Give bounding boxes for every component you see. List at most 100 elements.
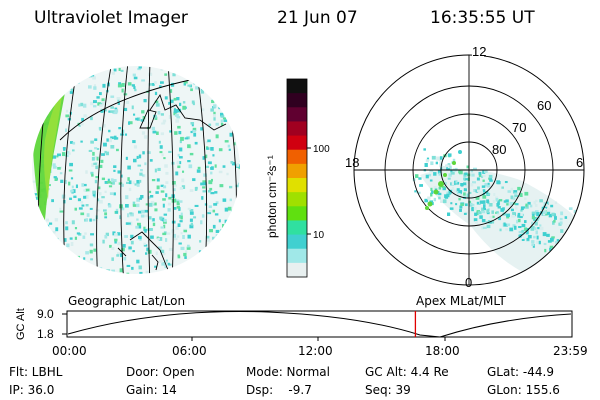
image-pixel [55,91,58,96]
image-pixel [518,226,522,229]
image-pixel [447,163,451,166]
image-pixel [588,227,591,229]
image-pixel [112,231,116,236]
image-pixel [113,111,118,115]
image-pixel [482,174,486,177]
image-pixel [81,204,85,207]
image-pixel [140,169,143,172]
image-pixel [190,130,193,134]
image-pixel [91,156,95,161]
image-pixel [39,102,43,106]
image-pixel [73,195,77,198]
image-pixel [241,113,244,116]
image-pixel [90,270,93,274]
image-pixel [97,186,101,190]
image-pixel [147,249,152,254]
image-pixel [205,140,208,144]
mlt-6-label: 6 [576,155,583,170]
image-pixel [66,243,70,248]
image-pixel [178,200,183,203]
image-pixel [501,186,504,189]
image-pixel [122,244,126,248]
image-pixel [215,122,219,126]
image-pixel [531,240,535,244]
image-pixel [441,186,445,189]
image-pixel [93,269,96,273]
image-pixel [177,153,180,157]
image-pixel [134,88,137,92]
image-pixel [118,127,122,130]
image-pixel [65,114,70,118]
image-pixel [468,191,472,194]
image-pixel [94,156,98,160]
image-pixel [213,203,218,206]
image-pixel [131,84,135,87]
image-pixel [224,107,229,111]
image-pixel [167,208,171,212]
image-pixel [463,177,466,180]
image-pixel [590,220,593,224]
image-pixel [550,237,554,242]
image-pixel [481,219,486,223]
image-pixel [497,200,500,204]
colorbar-segment [287,234,307,250]
image-pixel [74,236,78,240]
image-pixel [440,200,444,203]
image-pixel [125,204,129,208]
colorbar-segment [287,79,307,94]
image-pixel [101,196,105,199]
image-pixel [502,212,507,216]
image-pixel [55,85,58,88]
image-pixel [104,216,108,219]
image-pixel [136,259,140,264]
image-pixel [524,197,527,200]
image-pixel [489,179,493,182]
info-dsp: Dsp: -9.7 [246,383,312,397]
image-pixel [66,151,70,154]
image-pixel [143,226,146,230]
image-pixel [119,215,122,220]
image-pixel [111,269,115,272]
image-pixel [471,207,474,212]
image-pixel [52,274,56,277]
image-pixel [136,180,140,184]
image-pixel [172,181,176,185]
image-pixel [458,197,461,201]
image-pixel [70,242,74,246]
image-pixel [164,73,168,76]
image-pixel [176,116,181,119]
image-pixel [577,242,581,245]
image-pixel [89,207,93,210]
image-pixel [523,237,526,240]
image-pixel [72,189,76,194]
image-pixel [172,271,175,274]
image-pixel [189,209,194,212]
image-pixel [93,86,97,90]
image-pixel [214,96,218,99]
image-pixel [83,189,86,192]
image-pixel [222,86,226,91]
image-pixel [178,214,182,219]
image-pixel [430,187,433,192]
image-pixel [75,184,79,189]
image-pixel [165,193,168,198]
image-pixel [149,121,152,125]
image-pixel [182,101,186,104]
image-pixel [37,226,41,230]
image-pixel [519,214,523,219]
image-pixel [138,154,142,159]
image-pixel [130,234,134,239]
image-pixel [223,227,226,230]
image-pixel [510,208,514,212]
image-pixel [128,121,131,125]
polar-plot: 12 18 6 0 60 70 80 [345,44,593,290]
image-pixel [465,211,469,214]
image-pixel [482,195,487,199]
image-pixel [479,190,483,195]
image-pixel [70,189,74,193]
image-pixel [99,92,102,96]
image-pixel [104,150,107,154]
image-pixel [78,103,81,107]
image-pixel [227,222,231,225]
image-pixel [225,235,228,239]
